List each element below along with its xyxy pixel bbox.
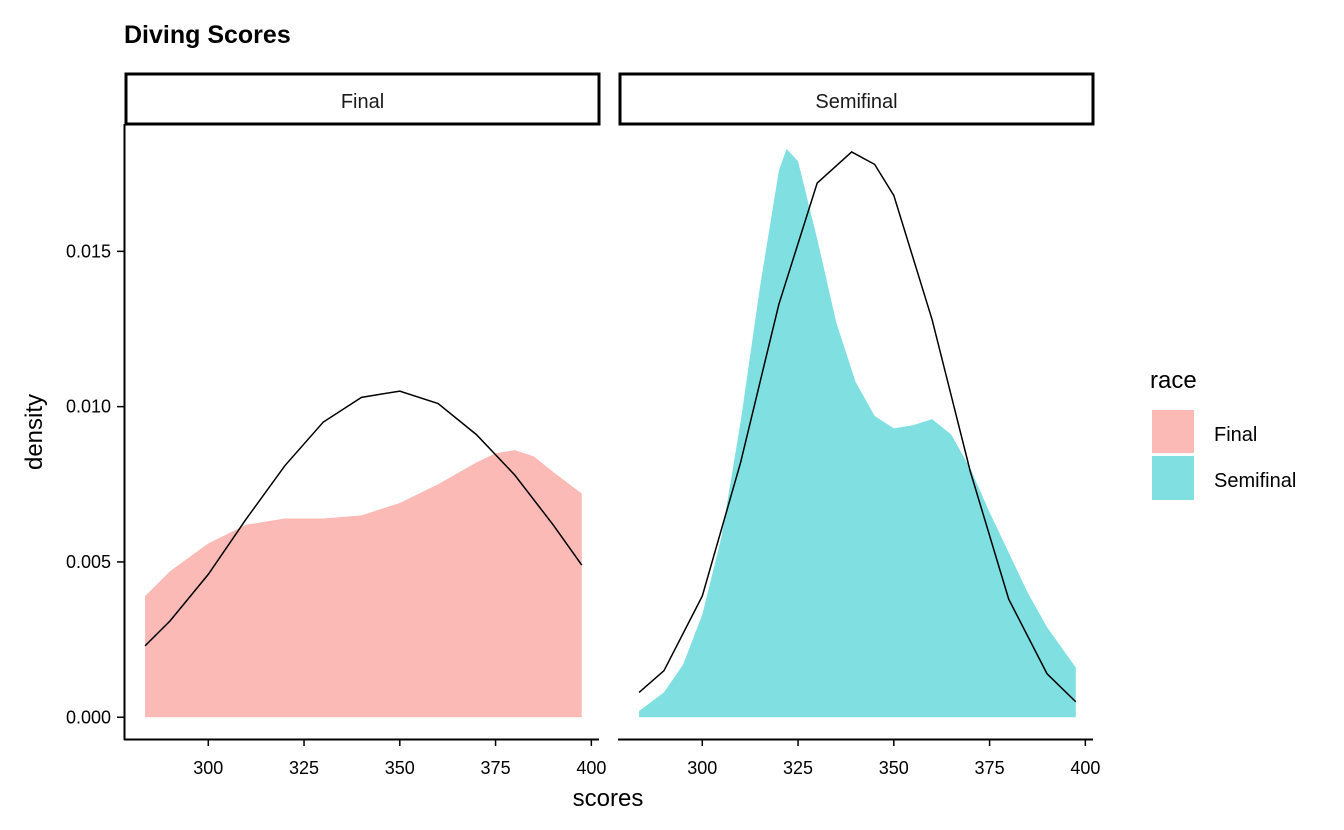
- facet-strip-label-semifinal: Semifinal: [815, 91, 897, 113]
- x-tick-label-final-375: 375: [481, 758, 511, 778]
- y-tick-label-3: 0.015: [66, 241, 111, 261]
- facet-final: Final: [124, 72, 601, 718]
- density-area-semifinal: [639, 148, 1076, 718]
- y-axis-title: density: [21, 394, 48, 470]
- y-tick-label-0: 0.000: [66, 707, 111, 727]
- panel-semifinal: [638, 148, 1077, 718]
- chart-title: Diving Scores: [124, 21, 291, 49]
- legend-label-semifinal: Semifinal: [1214, 470, 1296, 492]
- x-axis-semifinal: 300 325 350 375 400: [618, 738, 1100, 778]
- legend-title: race: [1150, 367, 1197, 394]
- density-area-final: [145, 450, 582, 718]
- x-tick-label-semifinal-325: 325: [783, 758, 813, 778]
- x-tick-label-semifinal-400: 400: [1070, 758, 1100, 778]
- x-tick-label-final-325: 325: [289, 758, 319, 778]
- x-tick-label-final-350: 350: [385, 758, 415, 778]
- y-axis: 0.000 0.005 0.010 0.015: [66, 124, 126, 740]
- legend: race Final Semifinal: [1150, 367, 1296, 500]
- normal-curve-final: [144, 390, 583, 647]
- x-tick-label-semifinal-375: 375: [975, 758, 1005, 778]
- y-tick-label-1: 0.005: [66, 552, 111, 572]
- x-tick-label-semifinal-350: 350: [879, 758, 909, 778]
- facet-strip-semifinal: [618, 72, 1095, 126]
- legend-label-final: Final: [1214, 424, 1257, 446]
- facet-semifinal: Semifinal: [618, 72, 1095, 718]
- normal-curve-semifinal: [638, 151, 1077, 703]
- y-tick-label-2: 0.010: [66, 397, 111, 417]
- x-tick-label-semifinal-300: 300: [687, 758, 717, 778]
- x-tick-label-final-300: 300: [193, 758, 223, 778]
- facet-strip-final: [124, 72, 601, 126]
- x-tick-label-final-400: 400: [576, 758, 606, 778]
- x-axis-final: 300 325 350 375 400: [124, 738, 606, 778]
- legend-key-final: [1152, 410, 1194, 453]
- x-axis-title: scores: [573, 785, 644, 812]
- facet-strip-label-final: Final: [341, 91, 384, 113]
- panel-final: [144, 390, 583, 718]
- legend-key-semifinal: [1152, 456, 1194, 500]
